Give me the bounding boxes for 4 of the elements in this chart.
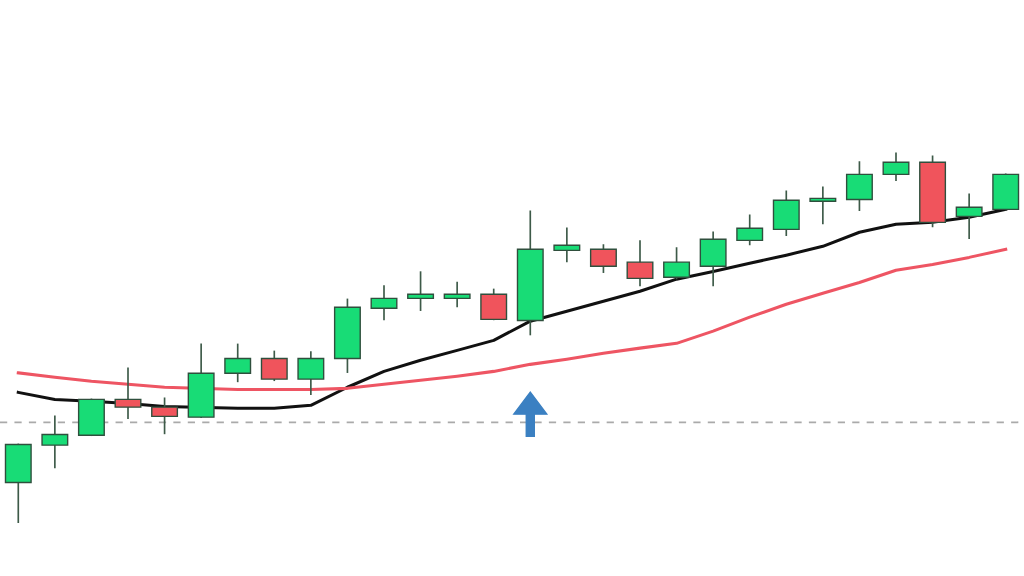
candlestick: [809, 186, 837, 225]
candlestick: [553, 227, 581, 263]
candlestick: [407, 271, 435, 311]
candlestick: [443, 281, 471, 308]
